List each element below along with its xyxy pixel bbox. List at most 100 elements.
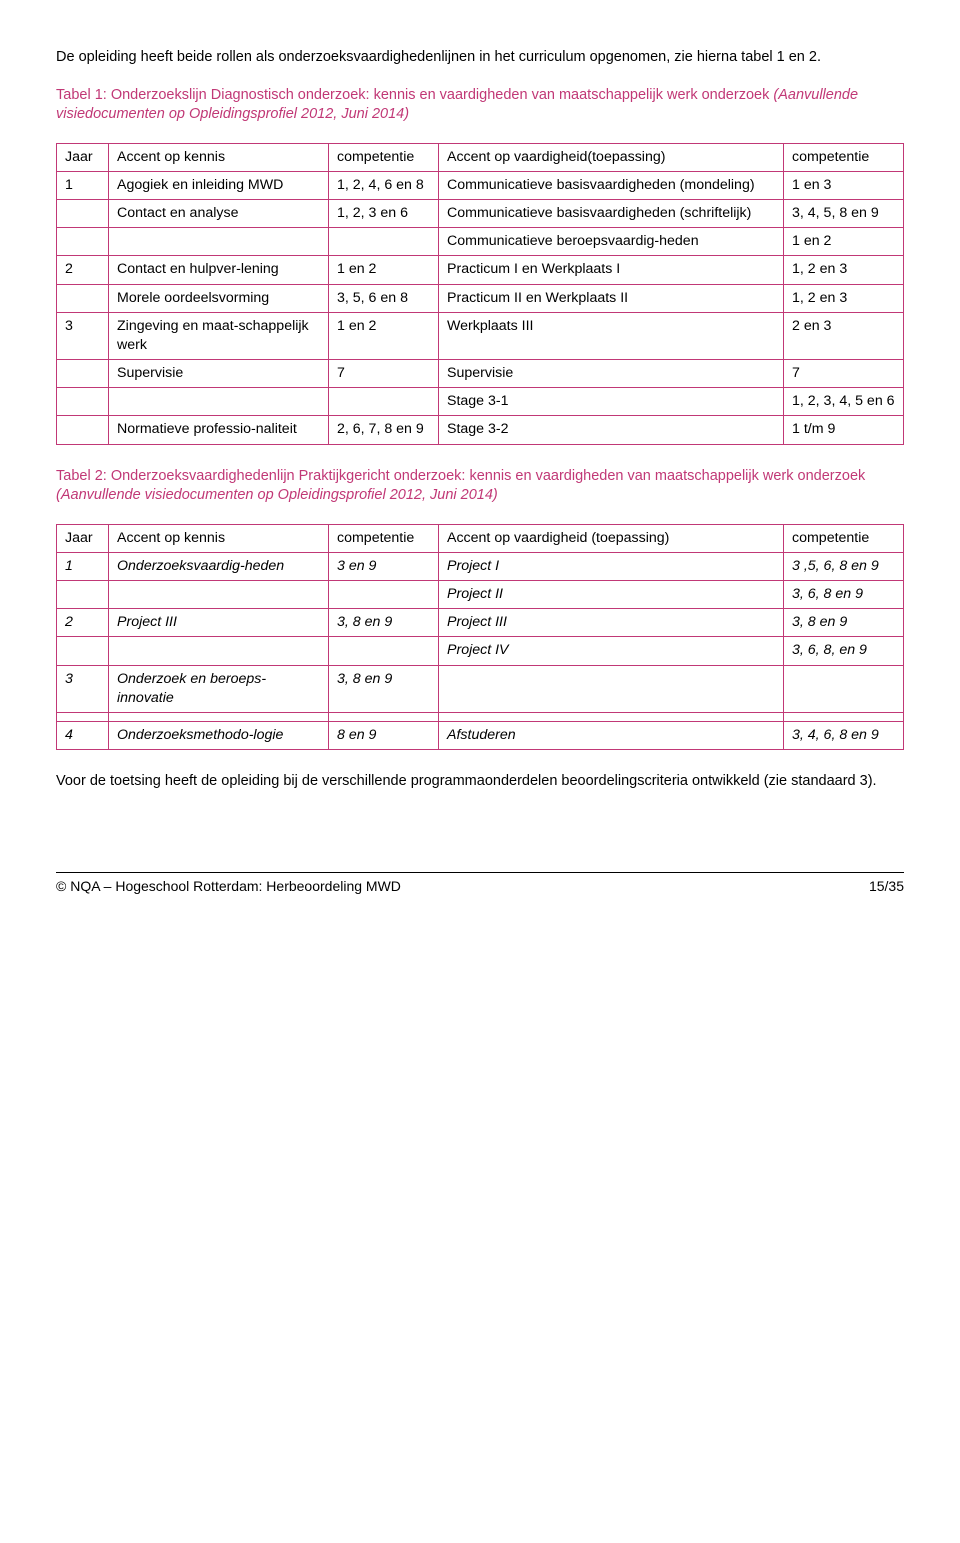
cell: 3 ,5, 6, 8 en 9 <box>784 552 904 580</box>
cell: 2 <box>57 256 109 284</box>
cell <box>784 712 904 721</box>
table1-caption-plain: Tabel 1: Onderzoekslijn Diagnostisch ond… <box>56 87 773 103</box>
cell <box>329 712 439 721</box>
cell: Zingeving en maat-schappelijk werk <box>109 312 329 359</box>
cell: 1, 2, 3 en 6 <box>329 200 439 228</box>
table-row <box>57 712 904 721</box>
cell: Normatieve professio-naliteit <box>109 416 329 444</box>
table-row: Project IV 3, 6, 8, en 9 <box>57 637 904 665</box>
cell <box>109 388 329 416</box>
table-header-row: Jaar Accent op kennis competentie Accent… <box>57 143 904 171</box>
cell: 3, 8 en 9 <box>329 609 439 637</box>
cell: Supervisie <box>439 360 784 388</box>
cell: 1 t/m 9 <box>784 416 904 444</box>
cell: Project II <box>439 581 784 609</box>
cell: 3, 8 en 9 <box>329 665 439 712</box>
cell <box>57 388 109 416</box>
cell: 8 en 9 <box>329 721 439 749</box>
cell <box>329 388 439 416</box>
cell: Afstuderen <box>439 721 784 749</box>
cell: Project III <box>109 609 329 637</box>
cell: 3, 5, 6 en 8 <box>329 284 439 312</box>
cell <box>439 665 784 712</box>
cell: Project III <box>439 609 784 637</box>
table1-header-2: competentie <box>329 143 439 171</box>
cell: Practicum II en Werkplaats II <box>439 284 784 312</box>
table2-header-0: Jaar <box>57 524 109 552</box>
cell: Practicum I en Werkplaats I <box>439 256 784 284</box>
cell: Communicatieve basisvaardigheden (mondel… <box>439 171 784 199</box>
table2-header-4: competentie <box>784 524 904 552</box>
table1-caption: Tabel 1: Onderzoekslijn Diagnostisch ond… <box>56 86 904 125</box>
cell: 1 <box>57 171 109 199</box>
table-row: 1 Onderzoeksvaardig-heden 3 en 9 Project… <box>57 552 904 580</box>
table2-caption: Tabel 2: Onderzoeksvaardighedenlijn Prak… <box>56 467 904 506</box>
cell <box>329 637 439 665</box>
cell: 1, 2, 4, 6 en 8 <box>329 171 439 199</box>
cell: 1 en 2 <box>329 312 439 359</box>
cell: Morele oordeelsvorming <box>109 284 329 312</box>
table2-header-1: Accent op kennis <box>109 524 329 552</box>
cell <box>329 228 439 256</box>
cell <box>439 712 784 721</box>
cell: Onderzoeksmethodo-logie <box>109 721 329 749</box>
table-1: Jaar Accent op kennis competentie Accent… <box>56 143 904 445</box>
cell: 3, 4, 6, 8 en 9 <box>784 721 904 749</box>
cell: Contact en hulpver-lening <box>109 256 329 284</box>
cell: 1 <box>57 552 109 580</box>
table-row: 2 Project III 3, 8 en 9 Project III 3, 8… <box>57 609 904 637</box>
cell <box>57 581 109 609</box>
footer-right: 15/35 <box>869 877 904 896</box>
closing-paragraph: Voor de toetsing heeft de opleiding bij … <box>56 772 904 792</box>
cell: 3, 8 en 9 <box>784 609 904 637</box>
table2-caption-italic: (Aanvullende visiedocumenten op Opleidin… <box>56 487 498 503</box>
cell: Agogiek en inleiding MWD <box>109 171 329 199</box>
cell <box>109 712 329 721</box>
cell: 1, 2 en 3 <box>784 256 904 284</box>
table1-header-0: Jaar <box>57 143 109 171</box>
cell <box>57 284 109 312</box>
table-row: Project II 3, 6, 8 en 9 <box>57 581 904 609</box>
cell: Contact en analyse <box>109 200 329 228</box>
table-row: 4 Onderzoeksmethodo-logie 8 en 9 Afstude… <box>57 721 904 749</box>
table-header-row: Jaar Accent op kennis competentie Accent… <box>57 524 904 552</box>
table-row: 2 Contact en hulpver-lening 1 en 2 Pract… <box>57 256 904 284</box>
cell: 3, 6, 8 en 9 <box>784 581 904 609</box>
cell: 1 en 3 <box>784 171 904 199</box>
cell <box>57 712 109 721</box>
cell: 3, 4, 5, 8 en 9 <box>784 200 904 228</box>
cell <box>329 581 439 609</box>
cell: Stage 3-2 <box>439 416 784 444</box>
cell: 7 <box>784 360 904 388</box>
cell: Onderzoeksvaardig-heden <box>109 552 329 580</box>
cell: Communicatieve basisvaardigheden (schrif… <box>439 200 784 228</box>
cell: 1, 2, 3, 4, 5 en 6 <box>784 388 904 416</box>
cell: Onderzoek en beroeps-innovatie <box>109 665 329 712</box>
table-row: Stage 3-1 1, 2, 3, 4, 5 en 6 <box>57 388 904 416</box>
cell: 1, 2 en 3 <box>784 284 904 312</box>
cell <box>109 581 329 609</box>
table2-header-3: Accent op vaardigheid (toepassing) <box>439 524 784 552</box>
cell: 2 en 3 <box>784 312 904 359</box>
table1-header-1: Accent op kennis <box>109 143 329 171</box>
table1-header-4: competentie <box>784 143 904 171</box>
table-row: 3 Onderzoek en beroeps-innovatie 3, 8 en… <box>57 665 904 712</box>
cell <box>57 200 109 228</box>
cell: Project I <box>439 552 784 580</box>
cell: Stage 3-1 <box>439 388 784 416</box>
table-row: 1 Agogiek en inleiding MWD 1, 2, 4, 6 en… <box>57 171 904 199</box>
table2-caption-plain: Tabel 2: Onderzoeksvaardighedenlijn Prak… <box>56 468 865 484</box>
table-2: Jaar Accent op kennis competentie Accent… <box>56 524 904 750</box>
cell: 7 <box>329 360 439 388</box>
cell <box>109 637 329 665</box>
cell: 3 <box>57 665 109 712</box>
table1-header-3: Accent op vaardigheid(toepassing) <box>439 143 784 171</box>
table-row: Contact en analyse 1, 2, 3 en 6 Communic… <box>57 200 904 228</box>
table-row: Normatieve professio-naliteit 2, 6, 7, 8… <box>57 416 904 444</box>
cell: 3 en 9 <box>329 552 439 580</box>
cell: 1 en 2 <box>329 256 439 284</box>
cell: Project IV <box>439 637 784 665</box>
page-footer: © NQA – Hogeschool Rotterdam: Herbeoorde… <box>56 872 904 896</box>
cell: 3, 6, 8, en 9 <box>784 637 904 665</box>
cell <box>57 360 109 388</box>
